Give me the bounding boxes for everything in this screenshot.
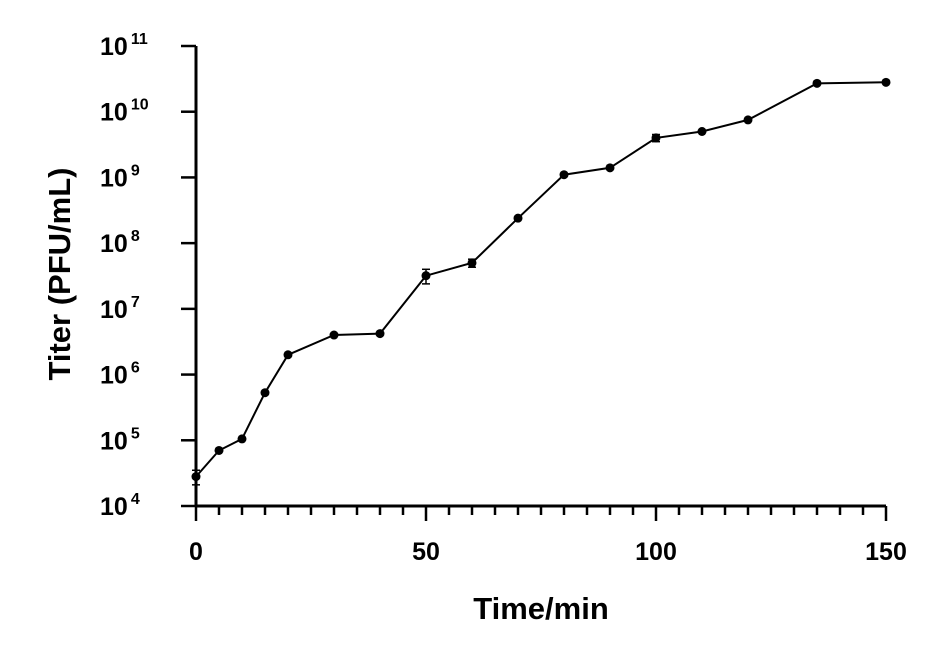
data-point bbox=[284, 350, 293, 359]
y-tick-label: 1010 bbox=[100, 97, 149, 127]
data-point bbox=[422, 271, 431, 280]
data-point bbox=[744, 115, 753, 124]
y-axis-title: Titer (PFU/mL) bbox=[42, 168, 77, 381]
data-point bbox=[514, 214, 523, 223]
data-point bbox=[215, 446, 224, 455]
y-tick-label: 105 bbox=[100, 425, 140, 455]
x-tick-labels: 0 50 100 150 bbox=[189, 538, 907, 566]
y-tick-label: 108 bbox=[100, 228, 140, 258]
series-line bbox=[196, 82, 886, 476]
y-tick-label: 1011 bbox=[100, 31, 148, 61]
data-point bbox=[698, 127, 707, 136]
data-point bbox=[238, 434, 247, 443]
x-tick-label: 50 bbox=[412, 538, 440, 566]
y-tick-label: 107 bbox=[100, 294, 140, 324]
y-ticks bbox=[181, 46, 196, 506]
data-point bbox=[606, 163, 615, 172]
data-point bbox=[376, 329, 385, 338]
data-point bbox=[813, 79, 822, 88]
y-tick-label: 106 bbox=[100, 360, 140, 390]
data-point bbox=[468, 258, 477, 267]
y-tick-labels: 104 105 106 107 108 109 1010 1011 bbox=[100, 31, 149, 521]
data-point bbox=[652, 133, 661, 142]
data-series bbox=[192, 78, 891, 485]
data-point bbox=[192, 472, 201, 481]
data-point bbox=[560, 170, 569, 179]
x-tick-label: 150 bbox=[865, 538, 907, 566]
y-tick-label: 104 bbox=[100, 491, 140, 521]
x-ticks bbox=[196, 506, 886, 521]
x-axis-title: Time/min bbox=[473, 591, 609, 626]
data-point bbox=[882, 78, 891, 87]
data-point bbox=[330, 331, 339, 340]
axes bbox=[196, 46, 886, 506]
x-tick-label: 100 bbox=[635, 538, 677, 566]
y-tick-label: 109 bbox=[100, 162, 140, 192]
data-point bbox=[261, 388, 270, 397]
x-tick-label: 0 bbox=[189, 538, 203, 566]
